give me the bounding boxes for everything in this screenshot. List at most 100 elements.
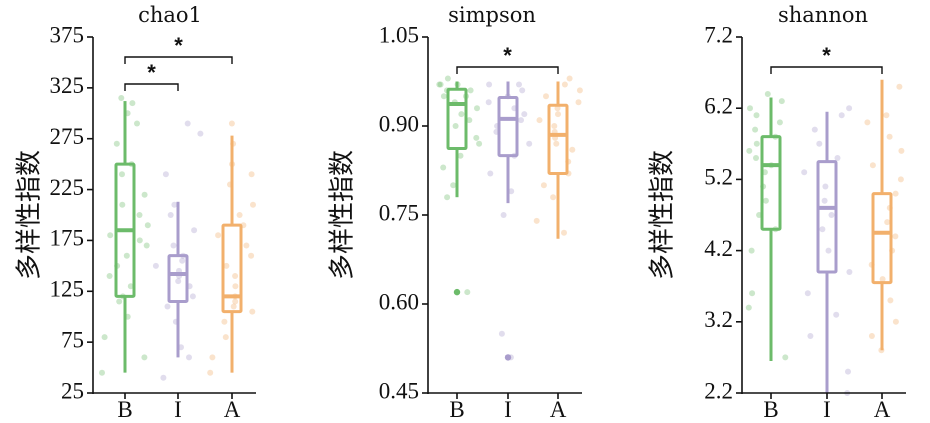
data-point-B [437, 81, 444, 88]
panel-shannon: shannon 多样性指数 2.2 3.2 4.2 5.2 6.2 7.2 B I A * [648, 3, 906, 422]
data-point-A [222, 334, 229, 341]
data-point-A [543, 93, 549, 100]
data-point-B [748, 247, 755, 254]
data-point-B [474, 105, 480, 112]
y-tick-label: 25 [61, 378, 84, 403]
panel-chao1: chao1 多样性指数 25 75 125 175 225 275 325 375 B I A * * [15, 3, 256, 422]
data-point-B [123, 252, 130, 259]
data-point-I [821, 197, 828, 204]
y-axis-label: 多样性指数 [648, 150, 678, 280]
data-point-I [197, 130, 204, 137]
data-point-B [746, 147, 753, 154]
data-point-I [518, 117, 524, 124]
data-point-A [864, 119, 871, 126]
data-point-A [896, 83, 903, 90]
data-point-B [119, 201, 126, 208]
data-point-I [804, 290, 811, 297]
panel-title: simpson [448, 3, 536, 27]
data-point-B [118, 95, 125, 101]
data-point-I [500, 212, 507, 218]
data-point-I [516, 81, 522, 88]
data-point-B [141, 191, 148, 198]
significance-star: * [147, 60, 156, 85]
data-point-B [129, 100, 136, 107]
data-point-I [845, 368, 851, 375]
data-point-A [215, 232, 222, 239]
data-point-B [753, 155, 759, 161]
data-point-B [476, 140, 483, 147]
data-point-I [846, 269, 853, 275]
data-point-B [107, 232, 114, 239]
data-point-I [833, 311, 840, 318]
y-tick-label: 125 [50, 277, 85, 302]
data-point-I [191, 227, 198, 234]
data-point-B [444, 194, 451, 201]
data-point-B [136, 237, 143, 244]
x-tick-label-I: I [504, 397, 512, 422]
significance-bracket [770, 66, 883, 74]
data-point-A [897, 176, 904, 183]
y-tick-label: 5.2 [704, 165, 733, 190]
data-point-I [807, 333, 814, 339]
data-point-B [99, 369, 105, 376]
data-point-B [464, 289, 471, 296]
data-point-I [175, 278, 182, 285]
data-point-I [171, 201, 178, 208]
significance-bracket [124, 83, 179, 91]
data-point-I [846, 105, 853, 112]
data-point-B [106, 273, 113, 279]
data-point-A [576, 87, 583, 94]
data-point-B [782, 354, 789, 361]
data-point-B [752, 126, 759, 133]
data-point-I [519, 87, 526, 94]
y-tick-label: 325 [50, 73, 85, 98]
data-point-A [892, 233, 899, 240]
data-point-B [764, 91, 771, 97]
data-point-B [101, 334, 108, 341]
data-point-I [162, 171, 169, 178]
data-point-A [551, 123, 558, 129]
data-point-A [249, 308, 256, 315]
data-point-A [209, 354, 216, 361]
data-point-B [466, 117, 473, 124]
box-I [167, 254, 189, 303]
data-point-I [801, 169, 808, 176]
box-I [497, 96, 519, 158]
data-point-I [189, 293, 196, 300]
box-B [760, 135, 782, 231]
data-point-A [892, 190, 899, 197]
data-point-B [450, 182, 457, 189]
x-tick-label-A: A [874, 397, 891, 422]
data-point-A [250, 201, 256, 208]
y-tick-label: 6.2 [704, 93, 733, 118]
data-point-I [819, 226, 826, 233]
data-point-A [879, 276, 886, 283]
x-tick-label-B: B [117, 397, 132, 422]
data-point-A [561, 229, 567, 236]
box-I [816, 160, 838, 274]
data-point-A [887, 297, 894, 304]
data-point-I [834, 155, 841, 161]
y-axis-label: 多样性指数 [328, 150, 358, 280]
data-point-B [436, 81, 443, 88]
y-tick-label: 1.05 [379, 22, 419, 47]
data-point-B [119, 171, 125, 178]
data-point-I [167, 212, 174, 218]
data-point-A [553, 140, 560, 147]
data-point-A [232, 298, 239, 305]
data-point-A [869, 162, 876, 169]
data-point-B [440, 164, 447, 171]
data-point-B [753, 112, 760, 119]
data-point-A [883, 112, 890, 119]
data-point-B [141, 354, 148, 361]
data-point-B [136, 212, 143, 218]
data-point-A [550, 194, 557, 201]
data-point-A [232, 273, 239, 279]
y-tick-label: 0.75 [379, 200, 419, 225]
outlier-B [453, 288, 461, 296]
data-point-A [892, 318, 899, 325]
data-point-A [248, 171, 255, 178]
data-point-I [521, 111, 528, 118]
data-point-I [487, 170, 494, 177]
